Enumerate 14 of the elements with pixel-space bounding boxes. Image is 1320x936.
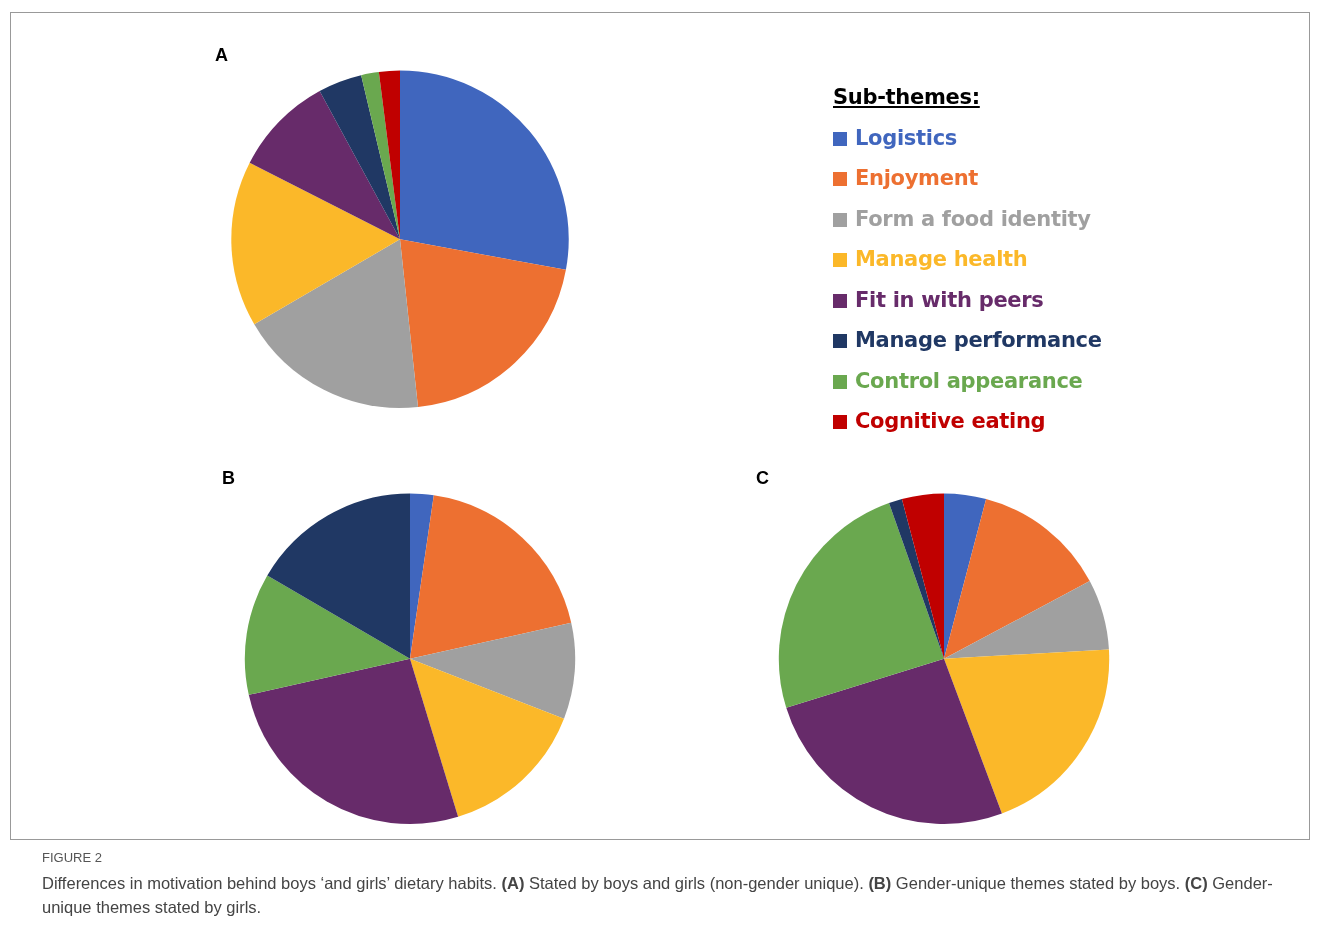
legend-label: Cognitive eating <box>854 408 1047 435</box>
legend-label: Manage performance <box>854 327 1103 354</box>
chart-title: C <box>756 467 769 488</box>
chart-title: B <box>222 467 235 488</box>
legend-label: Control appearance <box>854 367 1084 395</box>
text: Differences in motivation behind boys ‘and girls’ dietary habits. (A) Stated by boys and girls (non-gender unique). (B) Gender-unique themes stated by boys. (C) Gender-unique themes stated by girls. <box>42 874 1273 916</box>
legend-label: Enjoyment <box>854 165 980 192</box>
legend-label: Fit in with peers <box>854 286 1045 314</box>
legend-label: Form a food identity <box>854 205 1092 233</box>
legend-label: Logistics <box>854 124 959 152</box>
caption: FIGURE 2 <box>42 850 103 865</box>
legend-title: Sub-themes: <box>833 84 981 111</box>
chart-title: A <box>215 44 228 65</box>
legend-label: Manage health <box>854 246 1029 273</box>
